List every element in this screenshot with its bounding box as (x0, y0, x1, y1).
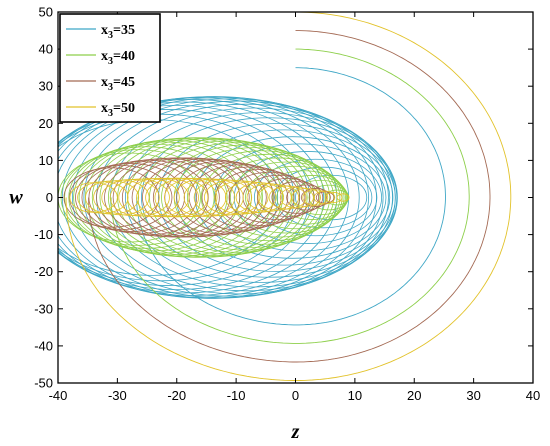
loop-2 (78, 139, 263, 256)
loop-4 (93, 179, 150, 216)
loop-4 (164, 177, 227, 218)
y-tick-label: 30 (39, 79, 53, 94)
x-tick-label: -30 (108, 388, 127, 403)
series-3 (63, 30, 491, 363)
y-tick-label: 10 (39, 153, 53, 168)
x-tick-label: 40 (526, 388, 540, 403)
loop-3 (315, 191, 335, 204)
outer-arc-3 (88, 30, 491, 363)
loop-1 (83, 100, 393, 295)
loop-1 (58, 96, 369, 299)
loop-4 (77, 181, 129, 214)
legend-box (59, 13, 161, 123)
loop-4 (109, 178, 170, 217)
loop-4 (313, 190, 336, 205)
loop-4 (85, 180, 140, 215)
loop-3 (81, 161, 198, 234)
legend-entry: x3=45 (101, 75, 135, 93)
loop-1 (72, 98, 389, 297)
loop-3 (96, 158, 220, 237)
series-4 (65, 12, 512, 381)
x-tick-label: 20 (407, 388, 421, 403)
loop-4 (145, 177, 209, 218)
loop-1 (125, 112, 398, 283)
loop-3 (112, 157, 241, 238)
loop-2 (245, 165, 346, 230)
loop-3 (121, 157, 250, 238)
plot-curves (58, 12, 512, 381)
loop-2 (137, 140, 321, 255)
loop-2 (161, 144, 331, 251)
x-axis-ticks: -40 -30 -20 -10 0 10 20 30 40 (49, 12, 540, 403)
x-tick-label: 0 (292, 388, 299, 403)
y-tick-label: 40 (39, 42, 53, 57)
y-tick-label: -10 (34, 227, 53, 242)
loop-4 (302, 189, 329, 206)
y-tick-label: -20 (34, 264, 53, 279)
loop-4 (183, 178, 244, 217)
loop-4 (69, 182, 118, 213)
series-1 (58, 67, 446, 326)
loop-4 (173, 178, 236, 217)
loop-4 (336, 193, 350, 202)
loop-4 (136, 177, 199, 218)
x-axis-label: z (291, 421, 300, 443)
y-axis-ticks: -50 -40 -30 -20 -10 0 10 20 30 40 50 (34, 5, 533, 391)
loop-4 (101, 179, 160, 216)
loop-3 (88, 159, 209, 236)
loop-1 (253, 158, 378, 237)
loop-1 (194, 136, 391, 259)
x-tick-label: -20 (167, 388, 186, 403)
loop-1 (58, 97, 360, 298)
loop-3 (188, 164, 295, 231)
y-tick-label: -30 (34, 301, 53, 316)
legend: x3=35 x3=40 x3=45 x3=50 (59, 13, 161, 123)
legend-entry: x3=50 (101, 101, 135, 119)
loop-2 (64, 146, 228, 249)
x-tick-label: -40 (49, 388, 68, 403)
loop-2 (58, 152, 201, 243)
loop-3 (301, 188, 331, 207)
x-tick-label: 30 (466, 388, 480, 403)
x-tick-label: 10 (348, 388, 362, 403)
loop-4 (325, 192, 343, 203)
y-axis-label: w (9, 187, 23, 209)
legend-entry: x3=35 (101, 23, 135, 41)
loop-3 (104, 157, 231, 238)
loop-1 (58, 104, 325, 291)
x-tick-label: -10 (227, 388, 246, 403)
loop-2 (229, 161, 345, 234)
loop-3 (286, 184, 328, 211)
loop-4 (118, 178, 180, 217)
loop-3 (256, 177, 320, 218)
loop-3 (69, 165, 173, 230)
loop-2 (276, 175, 348, 220)
outer-arc-4 (65, 12, 512, 381)
y-tick-label: -50 (34, 376, 53, 391)
loop-4 (127, 177, 190, 218)
loop-2 (91, 137, 284, 258)
y-tick-label: -40 (34, 338, 53, 353)
loop-1 (274, 166, 373, 229)
y-tick-label: 50 (39, 5, 53, 20)
loop-3 (228, 171, 311, 224)
y-tick-label: 20 (39, 116, 53, 131)
y-tick-label: 0 (46, 190, 53, 205)
loop-3 (201, 166, 301, 229)
legend-entry: x3=40 (101, 49, 135, 67)
outer-arc-2 (110, 48, 470, 344)
loop-4 (154, 177, 218, 218)
loop-2 (308, 184, 349, 211)
loop-1 (233, 151, 383, 244)
loop-3 (75, 163, 185, 232)
